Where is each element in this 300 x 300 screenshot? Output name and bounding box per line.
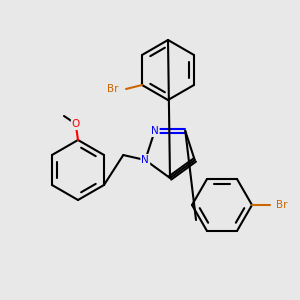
- Text: Br: Br: [276, 200, 287, 210]
- Text: Br: Br: [106, 84, 118, 94]
- Text: O: O: [72, 119, 80, 129]
- Text: N: N: [141, 155, 149, 165]
- Text: N: N: [151, 126, 159, 136]
